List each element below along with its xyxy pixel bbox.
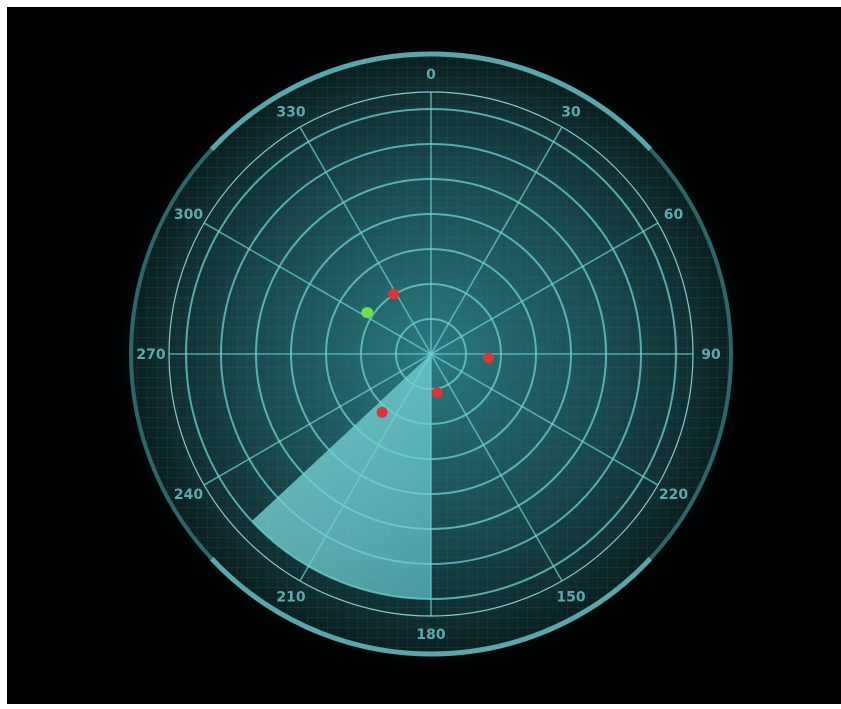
bearing-label-300: 300 xyxy=(174,207,203,223)
radar-scope: 0 30 60 90 220 150 180 210 240 270 300 330 xyxy=(101,24,761,684)
spoke-210 xyxy=(299,353,432,582)
bearing-label-270: 270 xyxy=(136,347,165,363)
spoke-240 xyxy=(203,353,432,486)
spoke-300 xyxy=(203,222,432,355)
outer-arc-left xyxy=(129,148,214,560)
bearing-label-210: 210 xyxy=(276,589,305,605)
bearing-label-220: 220 xyxy=(659,487,688,503)
outer-arc-bottom xyxy=(209,556,653,657)
spoke-120 xyxy=(430,353,659,486)
spoke-60 xyxy=(430,222,659,355)
hostile-target-hostile-4[interactable] xyxy=(376,406,388,418)
spoke-150 xyxy=(430,353,563,582)
hostile-target-hostile-2[interactable] xyxy=(482,352,494,364)
spoke-330 xyxy=(299,126,432,355)
outer-arc-right xyxy=(648,148,733,560)
bearing-label-180: 180 xyxy=(416,627,445,643)
friendly-target-friendly-1[interactable] xyxy=(361,307,374,319)
bearing-label-330: 330 xyxy=(276,105,305,121)
outer-arc-top xyxy=(209,51,653,152)
hostile-target-hostile-1[interactable] xyxy=(388,288,400,300)
bearing-label-0: 0 xyxy=(426,67,436,83)
bearing-label-90: 90 xyxy=(701,347,721,363)
bearing-label-30: 30 xyxy=(561,105,581,121)
radar-display: 0 30 60 90 220 150 180 210 240 270 300 330 xyxy=(7,7,841,704)
bearing-label-60: 60 xyxy=(664,207,684,223)
hostile-target-hostile-3[interactable] xyxy=(431,387,443,399)
bearing-label-240: 240 xyxy=(174,487,203,503)
spoke-30 xyxy=(430,126,563,355)
bearing-label-150: 150 xyxy=(556,589,585,605)
